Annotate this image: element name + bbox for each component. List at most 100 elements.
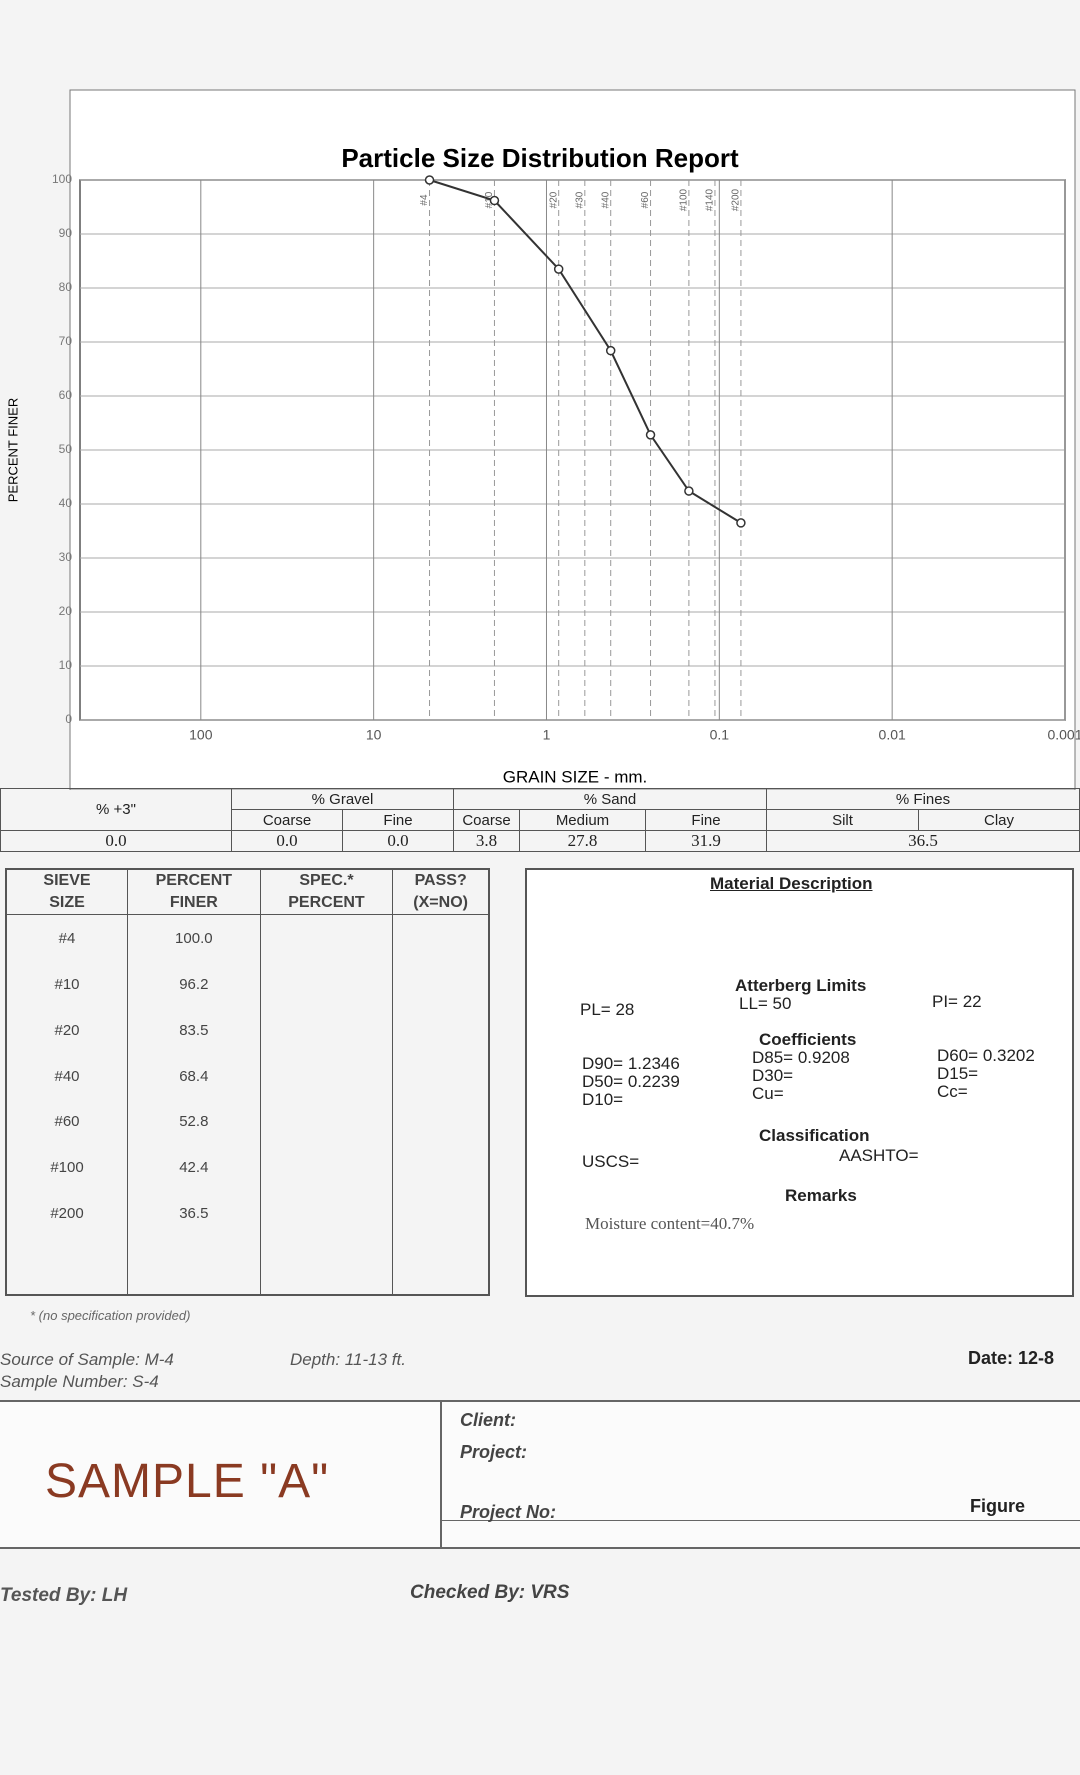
header: Fine bbox=[645, 809, 767, 831]
cell: 36.5 bbox=[127, 1190, 261, 1237]
value: LL= 50 bbox=[739, 994, 792, 1013]
header: (X=NO) bbox=[392, 892, 489, 915]
y-tick-label: 80 bbox=[59, 280, 73, 294]
header: Coarse bbox=[453, 809, 520, 831]
cell: 3.8 bbox=[453, 830, 520, 852]
data-point bbox=[645, 430, 656, 440]
y-tick-label: 30 bbox=[59, 550, 73, 564]
header: SPEC.* bbox=[259, 869, 393, 892]
cell: #4 bbox=[5, 914, 128, 962]
info: Project: bbox=[460, 1442, 528, 1462]
info: Project No: bbox=[460, 1502, 557, 1522]
header: Clay bbox=[918, 809, 1080, 831]
info: Tested By: LH bbox=[0, 1585, 128, 1606]
info: Sample Number: S-4 bbox=[0, 1372, 159, 1391]
value: D90= 1.2346 bbox=[582, 1054, 680, 1073]
info: Figure bbox=[970, 1496, 1026, 1516]
cell: #60 bbox=[5, 1099, 128, 1145]
value: USCS= bbox=[582, 1152, 640, 1171]
y-axis-label: PERCENT FINER bbox=[5, 398, 20, 503]
header: Medium bbox=[519, 809, 646, 831]
row bbox=[5, 1236, 489, 1295]
value: Cc= bbox=[937, 1082, 968, 1101]
value: D10= bbox=[582, 1090, 624, 1109]
y-tick-label: 0 bbox=[65, 712, 72, 726]
cell bbox=[259, 1190, 393, 1237]
row: #10 96.2 bbox=[5, 961, 489, 1008]
cell bbox=[392, 1053, 489, 1100]
cell: 0.0 bbox=[342, 830, 454, 852]
chart: Particle Size Distribution Report GRAIN … bbox=[5, 89, 1080, 790]
divider bbox=[440, 1402, 442, 1547]
y-tick-label: 50 bbox=[59, 442, 73, 456]
x-tick-label: 100 bbox=[189, 727, 213, 743]
top-tick-label: #40 bbox=[600, 191, 611, 208]
header: Coarse bbox=[231, 809, 343, 831]
header: % +3" bbox=[0, 788, 232, 831]
cell bbox=[5, 1236, 128, 1295]
value: D85= 0.9208 bbox=[752, 1048, 850, 1067]
footnote: * (no specification provided) bbox=[30, 1308, 191, 1323]
cell bbox=[392, 1007, 489, 1054]
header: SIZE bbox=[5, 892, 128, 915]
cell bbox=[259, 1053, 393, 1100]
info: Checked By: VRS bbox=[410, 1582, 570, 1603]
value: PL= 28 bbox=[580, 1000, 635, 1019]
row: #200 36.5 bbox=[5, 1190, 489, 1237]
top-tick-label: #200 bbox=[731, 188, 742, 211]
data-point bbox=[553, 264, 564, 274]
remark: Moisture content=40.7% bbox=[585, 1214, 755, 1233]
value: D30= bbox=[752, 1066, 794, 1085]
cell bbox=[259, 1236, 393, 1295]
x-tick-label: 10 bbox=[366, 727, 382, 743]
row: #60 52.8 bbox=[5, 1099, 489, 1145]
info: Date: 12-8 bbox=[968, 1348, 1055, 1368]
header: % Sand bbox=[453, 788, 767, 810]
y-tick-label: 100 bbox=[52, 172, 72, 186]
y-tick-label: 60 bbox=[59, 388, 73, 402]
cell bbox=[392, 1236, 489, 1295]
section-title: Classification bbox=[759, 1126, 870, 1145]
sieve-table: SIEVE PERCENT SPEC.* PASS? SIZE FINER PERCENT… bbox=[5, 868, 490, 1296]
data-point bbox=[736, 518, 746, 528]
section-title: Remarks bbox=[785, 1186, 857, 1205]
cell: 96.2 bbox=[127, 961, 261, 1008]
section-title: Material Description bbox=[710, 874, 873, 893]
fractions-table: % +3" % Gravel % Sand % Fines Coarse Fin… bbox=[0, 788, 1080, 852]
cell bbox=[392, 1190, 489, 1237]
cell bbox=[259, 1007, 393, 1054]
row: #40 68.4 bbox=[5, 1053, 489, 1100]
cell: #10 bbox=[5, 961, 128, 1008]
cell bbox=[392, 961, 489, 1008]
top-tick-label: #100 bbox=[679, 188, 690, 211]
data-point bbox=[605, 345, 616, 356]
material-box: Material Description Atterberg Limits PL… bbox=[525, 868, 1074, 1297]
divider bbox=[440, 1520, 1080, 1521]
top-tick-label: #30 bbox=[574, 191, 585, 208]
info: Depth: 11-13 ft. bbox=[290, 1350, 406, 1369]
cell bbox=[259, 914, 393, 962]
section-title: Coefficients bbox=[759, 1030, 857, 1049]
header: Fine bbox=[342, 809, 454, 831]
y-tick-label: 40 bbox=[59, 496, 73, 510]
header: Silt bbox=[766, 809, 919, 831]
value: Cu= bbox=[752, 1084, 784, 1103]
y-tick-label: 70 bbox=[59, 334, 73, 348]
top-tick-label: #20 bbox=[548, 191, 559, 208]
data-point bbox=[489, 195, 500, 206]
cell: 36.5 bbox=[766, 830, 1080, 852]
cell: 31.9 bbox=[645, 830, 767, 852]
row: #20 83.5 bbox=[5, 1007, 489, 1054]
info: Client: bbox=[460, 1410, 516, 1430]
value: D60= 0.3202 bbox=[937, 1046, 1035, 1065]
sample-stamp: SAMPLE "A" bbox=[45, 1455, 330, 1508]
info: Source of Sample: M-4 bbox=[0, 1350, 174, 1369]
cell: 83.5 bbox=[127, 1007, 261, 1054]
cell bbox=[259, 961, 393, 1008]
top-tick-label: #60 bbox=[640, 191, 651, 208]
header: PERCENT bbox=[127, 869, 261, 892]
cell bbox=[392, 914, 489, 962]
x-tick-label: 1 bbox=[543, 727, 551, 743]
header: % Gravel bbox=[231, 788, 454, 810]
